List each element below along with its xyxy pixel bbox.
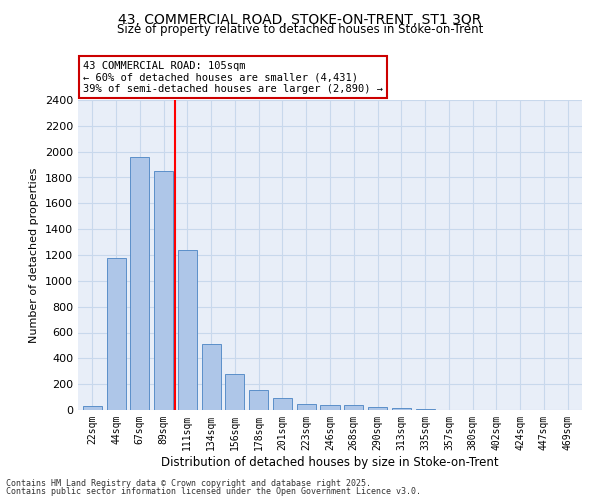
- Text: Contains public sector information licensed under the Open Government Licence v3: Contains public sector information licen…: [6, 487, 421, 496]
- X-axis label: Distribution of detached houses by size in Stoke-on-Trent: Distribution of detached houses by size …: [161, 456, 499, 468]
- Bar: [226, 374, 244, 410]
- Text: 43, COMMERCIAL ROAD, STOKE-ON-TRENT, ST1 3QR: 43, COMMERCIAL ROAD, STOKE-ON-TRENT, ST1…: [118, 12, 482, 26]
- Bar: [344, 404, 363, 410]
- Bar: [392, 408, 411, 410]
- Bar: [130, 157, 149, 410]
- Bar: [107, 258, 125, 410]
- Bar: [249, 390, 268, 410]
- Bar: [178, 250, 197, 410]
- Bar: [83, 406, 102, 410]
- Bar: [320, 404, 340, 410]
- Bar: [202, 344, 221, 410]
- Bar: [273, 398, 292, 410]
- Bar: [297, 404, 316, 410]
- Text: Contains HM Land Registry data © Crown copyright and database right 2025.: Contains HM Land Registry data © Crown c…: [6, 478, 371, 488]
- Text: Size of property relative to detached houses in Stoke-on-Trent: Size of property relative to detached ho…: [117, 22, 483, 36]
- Text: 43 COMMERCIAL ROAD: 105sqm
← 60% of detached houses are smaller (4,431)
39% of s: 43 COMMERCIAL ROAD: 105sqm ← 60% of deta…: [83, 60, 383, 94]
- Bar: [154, 171, 173, 410]
- Y-axis label: Number of detached properties: Number of detached properties: [29, 168, 40, 342]
- Bar: [368, 407, 387, 410]
